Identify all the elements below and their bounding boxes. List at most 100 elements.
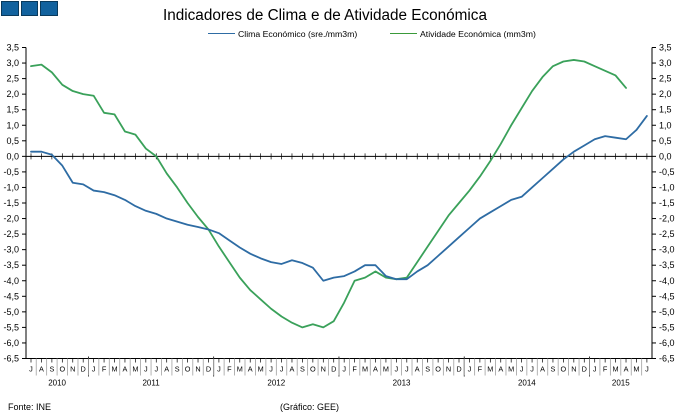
svg-text:0,5: 0,5 (659, 136, 672, 146)
svg-text:F: F (352, 365, 357, 374)
svg-text:D: D (331, 365, 336, 374)
svg-text:-0,5: -0,5 (3, 167, 19, 177)
svg-text:0,0: 0,0 (6, 151, 19, 161)
svg-text:-4,0: -4,0 (3, 276, 19, 286)
svg-text:2,0: 2,0 (6, 89, 19, 99)
svg-text:M: M (362, 365, 368, 374)
svg-text:J: J (29, 365, 33, 374)
svg-text:S: S (175, 365, 180, 374)
svg-text:A: A (39, 365, 44, 374)
svg-text:J: J (154, 365, 158, 374)
svg-text:A: A (498, 365, 503, 374)
svg-text:-3,5: -3,5 (3, 260, 19, 270)
svg-text:3,5: 3,5 (6, 43, 19, 53)
svg-text:A: A (248, 365, 253, 374)
svg-text:1,0: 1,0 (659, 120, 672, 130)
svg-text:1,5: 1,5 (659, 105, 672, 115)
svg-text:M: M (383, 365, 389, 374)
svg-text:D: D (582, 365, 587, 374)
svg-text:F: F (478, 365, 483, 374)
svg-text:J: J (144, 365, 148, 374)
svg-text:-1,5: -1,5 (659, 198, 675, 208)
svg-text:J: J (269, 365, 273, 374)
svg-text:2015: 2015 (612, 379, 630, 388)
svg-text:-4,5: -4,5 (659, 291, 675, 301)
svg-text:J: J (530, 365, 534, 374)
svg-text:-4,5: -4,5 (3, 291, 19, 301)
svg-text:-1,5: -1,5 (3, 198, 19, 208)
svg-text:M: M (633, 365, 639, 374)
svg-text:1,0: 1,0 (6, 120, 19, 130)
svg-text:0,0: 0,0 (659, 151, 672, 161)
svg-text:N: N (321, 365, 326, 374)
svg-text:M: M (132, 365, 138, 374)
svg-text:S: S (425, 365, 430, 374)
svg-text:-6,0: -6,0 (3, 338, 19, 348)
svg-text:D: D (81, 365, 86, 374)
svg-text:-4,0: -4,0 (659, 276, 675, 286)
svg-text:2013: 2013 (393, 379, 411, 388)
svg-text:J: J (395, 365, 399, 374)
svg-text:N: N (571, 365, 576, 374)
svg-text:3,0: 3,0 (659, 58, 672, 68)
svg-text:-6,5: -6,5 (659, 354, 675, 364)
svg-text:S: S (49, 365, 54, 374)
svg-text:A: A (415, 365, 420, 374)
svg-text:M: M (111, 365, 117, 374)
svg-text:S: S (300, 365, 305, 374)
svg-text:A: A (290, 365, 295, 374)
svg-text:-2,0: -2,0 (659, 214, 675, 224)
svg-text:J: J (468, 365, 472, 374)
svg-text:A: A (624, 365, 629, 374)
svg-text:3,0: 3,0 (6, 58, 19, 68)
svg-text:M: M (237, 365, 243, 374)
svg-text:O: O (310, 365, 316, 374)
svg-text:0,5: 0,5 (6, 136, 19, 146)
svg-text:-5,5: -5,5 (659, 322, 675, 332)
svg-text:N: N (446, 365, 451, 374)
svg-text:2010: 2010 (48, 379, 66, 388)
svg-text:M: M (487, 365, 493, 374)
svg-text:-6,5: -6,5 (3, 354, 19, 364)
svg-text:-2,5: -2,5 (3, 229, 19, 239)
svg-text:2,5: 2,5 (6, 74, 19, 84)
svg-text:N: N (195, 365, 200, 374)
svg-text:A: A (540, 365, 545, 374)
svg-text:3,5: 3,5 (659, 43, 672, 53)
svg-text:F: F (102, 365, 107, 374)
svg-text:2011: 2011 (142, 379, 160, 388)
svg-text:J: J (593, 365, 597, 374)
svg-text:D: D (206, 365, 211, 374)
svg-text:J: J (520, 365, 524, 374)
svg-text:2,0: 2,0 (659, 89, 672, 99)
svg-text:-5,0: -5,0 (659, 307, 675, 317)
svg-text:O: O (185, 365, 191, 374)
svg-text:2014: 2014 (518, 379, 536, 388)
svg-text:M: M (613, 365, 619, 374)
svg-text:M: M (258, 365, 264, 374)
svg-text:-1,0: -1,0 (3, 182, 19, 192)
svg-text:D: D (456, 365, 461, 374)
svg-text:-0,5: -0,5 (659, 167, 675, 177)
svg-text:J: J (92, 365, 96, 374)
svg-text:A: A (123, 365, 128, 374)
svg-text:F: F (603, 365, 608, 374)
svg-text:F: F (227, 365, 232, 374)
svg-text:J: J (342, 365, 346, 374)
svg-text:1,5: 1,5 (6, 105, 19, 115)
svg-text:2012: 2012 (267, 379, 285, 388)
svg-text:-1,0: -1,0 (659, 182, 675, 192)
svg-text:J: J (645, 365, 649, 374)
svg-text:2,5: 2,5 (659, 74, 672, 84)
svg-text:J: J (405, 365, 409, 374)
svg-text:O: O (435, 365, 441, 374)
svg-text:J: J (217, 365, 221, 374)
svg-text:-5,5: -5,5 (3, 322, 19, 332)
svg-text:N: N (70, 365, 75, 374)
svg-text:-2,5: -2,5 (659, 229, 675, 239)
svg-text:A: A (164, 365, 169, 374)
svg-text:S: S (551, 365, 556, 374)
svg-text:-6,0: -6,0 (659, 338, 675, 348)
svg-text:-3,5: -3,5 (659, 260, 675, 270)
svg-text:-2,0: -2,0 (3, 214, 19, 224)
